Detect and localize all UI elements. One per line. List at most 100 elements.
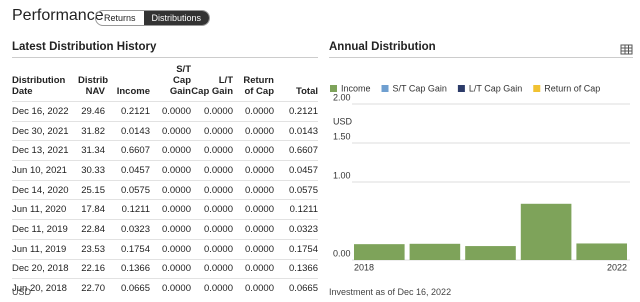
tab-group: Returns Distributions — [95, 10, 211, 26]
table-cell: 0.0000 — [233, 199, 274, 220]
table-row: Jun 11, 2020 17.84 0.1211 0.0000 0.0000 0.000… — [12, 199, 318, 220]
table-cell: 0.0665 — [274, 278, 318, 298]
table-cell: 0.0000 — [233, 238, 274, 259]
column-header: Income — [116, 86, 150, 97]
table-cell: 0.0457 — [105, 160, 150, 181]
table-row: Dec 30, 2021 31.82 0.0143 0.0000 0.0000 0.000… — [12, 120, 318, 141]
table-cell: 0.0000 — [150, 258, 191, 279]
page-title: Performance — [12, 7, 104, 24]
table-cell: 0.0000 — [191, 101, 233, 122]
column-header: Return of Cap — [243, 75, 274, 97]
table-icon[interactable] — [620, 44, 633, 55]
table-cell: 22.16 — [78, 258, 105, 279]
table-cell: Jun 20, 2018 — [12, 278, 78, 298]
legend-swatch — [457, 85, 465, 92]
table-cell: 0.0143 — [274, 120, 318, 141]
y-tick-label: 2.00 — [333, 92, 351, 102]
table-cell: 0.0000 — [191, 258, 233, 279]
table-cell: 0.2121 — [105, 101, 150, 122]
table-cell: 31.34 — [78, 140, 105, 161]
tab[interactable]: Returns — [104, 13, 136, 23]
y-tick-label: 1.00 — [333, 170, 351, 180]
header-row: Distribution Date Distrib NAV Income S/T Ca… — [12, 64, 318, 102]
table-cell: 17.84 — [78, 199, 105, 220]
legend-swatch — [533, 85, 541, 92]
table-cell: 31.82 — [78, 120, 105, 141]
table-cell: 0.0000 — [150, 140, 191, 161]
table-cell: 0.0000 — [150, 179, 191, 200]
table-row: Dec 16, 2022 29.46 0.2121 0.0000 0.0000 0.000… — [12, 101, 318, 122]
y-unit: USD — [333, 116, 353, 126]
table-cell: 23.53 — [78, 238, 105, 259]
table-cell: 22.70 — [78, 278, 105, 298]
bar — [576, 243, 627, 260]
bar — [409, 243, 461, 260]
table-cell: Jun 10, 2021 — [12, 160, 78, 181]
legend-label: S/T Cap Gain — [393, 83, 447, 93]
table-cell: Dec 20, 2018 — [12, 258, 78, 279]
legend-label: Return of Cap — [544, 83, 600, 93]
table-cell: 0.0665 — [105, 278, 150, 298]
table-cell: 0.0000 — [233, 179, 274, 200]
table-cell: 0.1754 — [105, 238, 150, 259]
table-cell: 0.1754 — [274, 238, 318, 259]
table-cell: 0.1211 — [105, 199, 150, 220]
table-cell: 0.0143 — [105, 120, 150, 141]
column-header: S/T Cap Gain — [169, 64, 191, 97]
table-cell: 0.0000 — [191, 219, 233, 240]
table-cell: 0.2121 — [274, 101, 318, 122]
table-cell: 0.0000 — [233, 219, 274, 240]
table-cell: 0.6607 — [105, 140, 150, 161]
table-cell: 0.0000 — [150, 278, 191, 298]
x-tick-label: 2018 — [354, 262, 374, 272]
column-header: Total — [296, 86, 318, 97]
table-cell: 0.0000 — [233, 258, 274, 279]
table-cell: 0.0000 — [233, 160, 274, 181]
distribution-table: Distribution Date Distrib NAV Income S/T Ca… — [12, 64, 318, 298]
table-cell: 0.0000 — [233, 278, 274, 298]
table-cell: 0.0323 — [105, 219, 150, 240]
table-cell: 0.0000 — [191, 199, 233, 220]
y-tick-label: 0.00 — [333, 248, 351, 258]
table-row: Jun 10, 2021 30.33 0.0457 0.0000 0.0000 0.000… — [12, 160, 318, 181]
legend-swatch — [381, 85, 389, 92]
table-row: Jun 11, 2019 23.53 0.1754 0.0000 0.0000 0.000… — [12, 238, 318, 259]
table-cell: 0.0575 — [274, 179, 318, 200]
bar — [465, 246, 516, 260]
table-cell: 0.0000 — [191, 179, 233, 200]
table-cell: 0.6607 — [274, 140, 318, 161]
table-cell: 0.0000 — [233, 120, 274, 141]
table-cell: 0.0000 — [150, 160, 191, 181]
y-tick-label: 1.50 — [333, 131, 351, 141]
table-cell: 0.0000 — [233, 140, 274, 161]
bar — [354, 244, 405, 260]
table-cell: 0.0000 — [191, 238, 233, 259]
table-cell: 0.0000 — [150, 120, 191, 141]
table-cell: 22.84 — [78, 219, 105, 240]
table-row: Dec 13, 2021 31.34 0.6607 0.0000 0.0000 0.000… — [12, 140, 318, 161]
table-row: Dec 11, 2019 22.84 0.0323 0.0000 0.0000 0.000… — [12, 219, 318, 240]
table-cell: 0.1366 — [274, 258, 318, 279]
table-cell: 0.1211 — [274, 199, 318, 220]
table-cell: Jun 11, 2020 — [12, 199, 78, 220]
tab[interactable]: Distributions — [143, 11, 210, 25]
table-cell: 0.1366 — [105, 258, 150, 279]
legend-swatch — [330, 85, 337, 92]
bar — [520, 203, 572, 260]
table-cell: 30.33 — [78, 160, 105, 181]
table-cell: Jun 11, 2019 — [12, 238, 78, 259]
legend-label: L/T Cap Gain — [469, 83, 522, 93]
footnote: Investment as of Dec 16, 2022 — [329, 287, 452, 297]
table-cell: 0.0000 — [150, 238, 191, 259]
table-cell: 0.0000 — [150, 199, 191, 220]
table-cell: Dec 14, 2020 — [12, 179, 78, 200]
table-cell: 0.0575 — [105, 179, 150, 200]
legend-label: Income — [341, 83, 371, 93]
table-cell: Dec 16, 2022 — [12, 101, 78, 122]
section-title: Latest Distribution History — [12, 41, 318, 58]
table-cell: 0.0000 — [191, 160, 233, 181]
table-row: Dec 20, 2018 22.16 0.1366 0.0000 0.0000 0.000… — [12, 258, 318, 279]
table-row: Dec 14, 2020 25.15 0.0575 0.0000 0.0000 0.000… — [12, 179, 318, 200]
table-cell: Dec 30, 2021 — [12, 120, 78, 141]
